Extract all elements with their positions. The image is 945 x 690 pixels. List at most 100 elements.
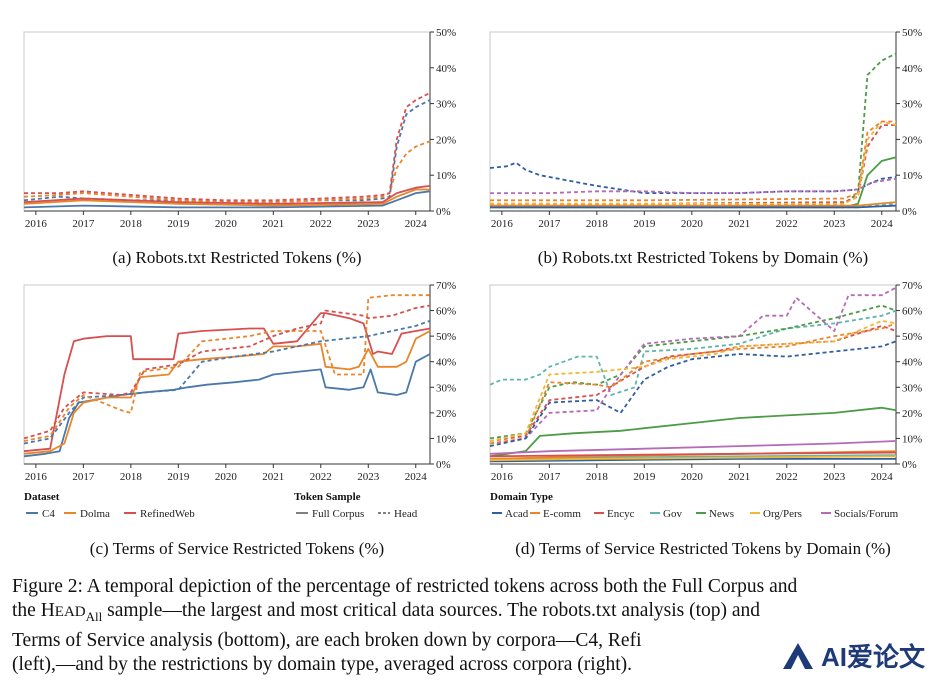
x-tick-label: 2016 (491, 471, 514, 483)
series-line-socials-forum-head (489, 286, 897, 445)
series-line-news-head (490, 52, 897, 207)
caption-line-4: (left),—and by the restrictions by domai… (12, 653, 632, 675)
plot-frame (23, 31, 431, 212)
caption-line-3: Terms of Service analysis (bottom), are … (12, 629, 642, 651)
y-tick-label: 20% (902, 134, 922, 146)
series-line-c4-full-corpus (23, 353, 431, 458)
series-line-e-comm-head (490, 120, 896, 202)
legend-item: Head (394, 508, 418, 520)
x-tick-label: 2017 (72, 218, 95, 230)
y-tick-label: 40% (436, 63, 456, 75)
watermark-text: AI爱论文 (820, 642, 925, 672)
x-tick-label: 2021 (262, 218, 284, 230)
x-tick-label: 2017 (538, 471, 561, 483)
legend-item: Org/Pers (763, 508, 802, 520)
caption-line-2-rest: sample—the largest and most critical dat… (102, 600, 761, 621)
plot-frame (489, 31, 897, 212)
y-tick-label: 20% (902, 408, 922, 420)
series-line-refinedweb-head (23, 304, 431, 440)
watermark-a-icon (782, 642, 813, 669)
series-line-dolma-full-corpus (23, 330, 431, 455)
series-line-acad-full-corpus (490, 204, 897, 209)
legend-item: Acad (505, 508, 529, 520)
y-tick-label: 10% (902, 433, 922, 445)
y-tick-label: 70% (436, 280, 456, 292)
y-tick-label: 0% (902, 206, 917, 218)
caption-line-2: the HEADAll sample—the largest and most … (12, 599, 937, 629)
y-tick-label: 50% (902, 331, 922, 343)
subcaption-c: (c) Terms of Service Restricted Tokens (… (89, 539, 385, 558)
subcaption-b: (b) Robots.txt Restricted Tokens by Doma… (537, 248, 869, 267)
x-tick-label: 2016 (25, 218, 48, 230)
series-line-encyc-head (489, 325, 897, 442)
legend-item: Dolma (80, 508, 110, 520)
y-tick-label: 0% (902, 459, 917, 471)
x-tick-label: 2017 (538, 218, 561, 230)
x-tick-label: 2023 (823, 471, 846, 483)
series-line-acad-head (489, 161, 897, 195)
x-tick-label: 2024 (405, 218, 428, 230)
y-tick-label: 0% (436, 206, 451, 218)
series-line-socials-forum-full-corpus (489, 440, 897, 455)
chart-robots-restricted: 0% 10% 20% 30% 40% 50% 2016 2017 2018 2019 2020 202… (23, 27, 456, 230)
x-tick-label: 2024 (405, 471, 428, 483)
x-tick-label: 2020 (681, 218, 704, 230)
x-tick-label: 2020 (215, 218, 238, 230)
y-tick-label: 30% (902, 382, 922, 394)
y-tick-label: 30% (902, 99, 922, 111)
legend-item: Gov (663, 508, 682, 520)
y-tick-label: 30% (436, 99, 456, 111)
chart-tos-by-domain: 0% 10% 20% 30% 40% 50% 60% 70% 2016 2017 2018 2019 2… (489, 280, 922, 520)
series-line-refinedweb-head (24, 92, 431, 202)
y-tick-label: 40% (902, 357, 922, 369)
series-line-dolma-head (23, 294, 430, 442)
legend-item: Socials/Forum (834, 508, 899, 520)
x-tick-label: 2017 (72, 471, 95, 483)
x-tick-label: 2018 (120, 218, 143, 230)
chart-tos-restricted: 0% 10% 20% 30% 40% 50% 60% 70% 2016 2017 2018 2019 2… (23, 280, 456, 520)
x-tick-label: 2024 (871, 218, 894, 230)
series-line-c4-head (23, 319, 431, 445)
y-tick-label: 10% (902, 170, 922, 182)
y-tick-label: 60% (902, 306, 922, 318)
x-tick-label: 2022 (310, 471, 332, 483)
y-tick-label: 50% (436, 331, 456, 343)
x-tick-label: 2020 (681, 471, 704, 483)
legend-dataset-title: Dataset (24, 491, 60, 503)
x-tick-label: 2022 (776, 218, 798, 230)
x-tick-label: 2019 (167, 471, 190, 483)
x-tick-label: 2021 (262, 471, 284, 483)
legend-item: Encyc (607, 508, 635, 520)
x-tick-label: 2024 (871, 471, 894, 483)
series-line-socials-forum-head (490, 177, 897, 195)
series-line-acad-full-corpus (489, 457, 896, 463)
series-line-c4-full-corpus (23, 190, 431, 209)
series-line-org-pers-full-corpus (489, 455, 897, 462)
series-line-e-comm-full-corpus (490, 201, 897, 207)
legend-item: Full Corpus (312, 508, 364, 520)
x-tick-label: 2021 (728, 218, 750, 230)
watermark-logo: AI爱论文 (774, 635, 931, 676)
caption-line-1: Figure 2: A temporal depiction of the pe… (12, 576, 798, 597)
y-tick-label: 40% (436, 357, 456, 369)
x-tick-label: 2022 (310, 218, 332, 230)
x-tick-label: 2016 (491, 218, 514, 230)
chart-robots-by-domain: 0% 10% 20% 30% 40% 50% 2016 2017 2018 2019 2020 202… (489, 27, 922, 230)
figure-caption: Figure 2: A temporal depiction of the pe… (12, 575, 937, 677)
y-tick-label: 10% (436, 170, 456, 182)
legend-sample-title: Token Sample (294, 491, 361, 503)
x-tick-label: 2018 (586, 471, 609, 483)
x-tick-label: 2023 (823, 218, 846, 230)
x-tick-label: 2018 (586, 218, 609, 230)
legend-item: RefinedWeb (140, 508, 195, 520)
series-line-news-head (489, 304, 897, 440)
x-tick-label: 2023 (357, 471, 380, 483)
x-tick-label: 2023 (357, 218, 380, 230)
legend-item: E-comm (543, 508, 581, 520)
x-tick-label: 2018 (120, 471, 143, 483)
y-tick-label: 50% (436, 27, 456, 39)
series-line-encyc-full-corpus (489, 451, 897, 458)
series-line-refinedweb-full-corpus (23, 312, 431, 453)
series-line-c4-head (23, 99, 431, 204)
series-line-dolma-full-corpus (23, 188, 430, 207)
